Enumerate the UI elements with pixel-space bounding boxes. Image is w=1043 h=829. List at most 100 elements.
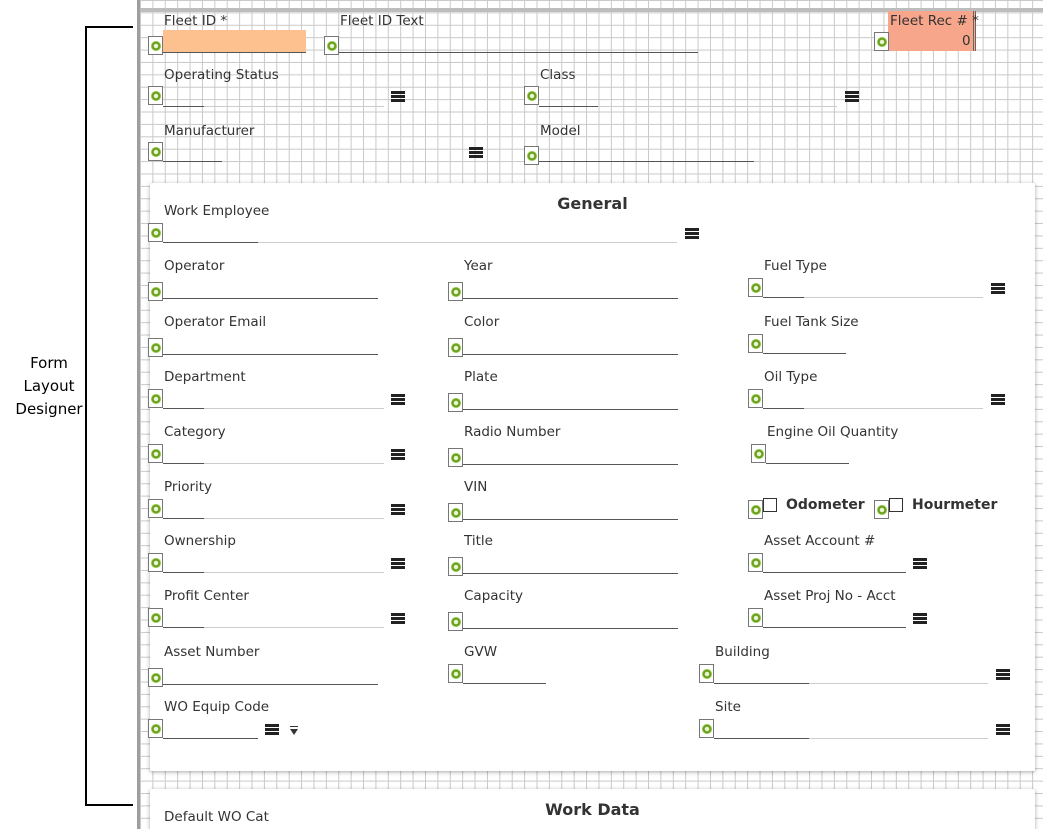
fuel-tank-size-gear-icon[interactable] [748, 334, 763, 353]
asset-number-gear-icon[interactable] [148, 668, 163, 687]
plate-input[interactable] [463, 409, 678, 410]
work-employee-input[interactable] [163, 242, 677, 243]
operating-status-input[interactable] [163, 106, 384, 107]
site-gear-icon[interactable] [699, 719, 714, 738]
asset-proj-label: Asset Proj No - Acct [764, 588, 896, 604]
department-input[interactable] [163, 408, 384, 409]
category-label: Category [164, 424, 226, 440]
plate-gear-icon[interactable] [448, 393, 463, 412]
odometer-checkbox[interactable] [763, 498, 777, 512]
title-input[interactable] [463, 573, 678, 574]
work-employee-list-icon[interactable] [685, 228, 699, 239]
operator-email-input[interactable] [163, 354, 378, 355]
fleet-id-input[interactable] [163, 52, 306, 53]
site-input[interactable] [714, 738, 988, 739]
priority-input[interactable] [163, 518, 384, 519]
oil-type-label: Oil Type [764, 369, 818, 385]
capacity-input[interactable] [463, 628, 678, 629]
priority-label: Priority [164, 479, 213, 495]
asset-account-label: Asset Account # [764, 533, 876, 549]
operator-email-gear-icon[interactable] [148, 338, 163, 357]
priority-gear-icon[interactable] [148, 499, 163, 518]
color-gear-icon[interactable] [448, 338, 463, 357]
fuel-tank-size-input[interactable] [763, 353, 846, 354]
class-gear-icon[interactable] [524, 86, 539, 105]
capacity-gear-icon[interactable] [448, 612, 463, 631]
asset-proj-list-icon[interactable] [913, 613, 927, 624]
site-list-icon[interactable] [996, 724, 1010, 735]
manufacturer-input[interactable] [163, 161, 464, 162]
model-input[interactable] [539, 161, 754, 162]
oil-type-gear-icon[interactable] [748, 389, 763, 408]
fleet-rec-gear-icon[interactable] [874, 32, 889, 51]
wo-equip-code-list-icon[interactable] [265, 724, 279, 735]
asset-account-list-icon[interactable] [913, 558, 927, 569]
radio-number-label: Radio Number [464, 424, 561, 440]
engine-oil-quantity-input[interactable] [766, 463, 849, 464]
class-input[interactable] [539, 106, 837, 107]
wo-equip-code-dropdown-icon[interactable] [290, 726, 298, 735]
oil-type-list-icon[interactable] [991, 394, 1005, 405]
hourmeter-gear-icon[interactable] [874, 500, 889, 519]
operator-input[interactable] [163, 298, 378, 299]
manufacturer-gear-icon[interactable] [148, 142, 163, 161]
building-input[interactable] [714, 683, 988, 684]
operating-status-gear-icon[interactable] [148, 86, 163, 105]
work-data-section-panel: Work Data Default WO Cat [150, 789, 1035, 829]
fleet-id-text-gear-icon[interactable] [324, 36, 339, 55]
title-gear-icon[interactable] [448, 557, 463, 576]
profit-center-gear-icon[interactable] [148, 608, 163, 627]
year-input[interactable] [463, 298, 678, 299]
profit-center-input[interactable] [163, 627, 384, 628]
manufacturer-list-icon[interactable] [469, 147, 483, 158]
operating-status-list-icon[interactable] [391, 91, 405, 102]
asset-number-input[interactable] [163, 684, 378, 685]
category-gear-icon[interactable] [148, 444, 163, 463]
radio-number-gear-icon[interactable] [448, 448, 463, 467]
radio-number-input[interactable] [463, 464, 678, 465]
engine-oil-quantity-gear-icon[interactable] [751, 444, 766, 463]
oil-type-input[interactable] [763, 408, 983, 409]
priority-list-icon[interactable] [391, 504, 405, 515]
layout-grid-canvas[interactable]: Fleet ID * Fleet ID Text Fleet Rec # * 0… [137, 0, 1043, 829]
fleet-rec-label: Fleet Rec # * [890, 13, 979, 29]
category-input[interactable] [163, 463, 384, 464]
vin-gear-icon[interactable] [448, 503, 463, 522]
department-list-icon[interactable] [391, 394, 405, 405]
asset-account-gear-icon[interactable] [748, 553, 763, 572]
asset-proj-gear-icon[interactable] [748, 608, 763, 627]
default-wo-cat-label: Default WO Cat [164, 809, 269, 825]
ownership-gear-icon[interactable] [148, 553, 163, 572]
wo-equip-code-gear-icon[interactable] [148, 719, 163, 738]
fleet-rec-required-highlight [888, 11, 976, 51]
gvw-gear-icon[interactable] [448, 664, 463, 683]
category-list-icon[interactable] [391, 449, 405, 460]
form-layout-designer-label: Form Layout Designer [15, 354, 83, 418]
hourmeter-checkbox[interactable] [889, 498, 903, 512]
building-gear-icon[interactable] [699, 664, 714, 683]
fleet-id-text-input[interactable] [339, 52, 698, 53]
fuel-type-gear-icon[interactable] [748, 278, 763, 297]
color-input[interactable] [463, 354, 678, 355]
building-list-icon[interactable] [996, 669, 1010, 680]
class-list-icon[interactable] [845, 91, 859, 102]
operator-gear-icon[interactable] [148, 282, 163, 301]
asset-account-input[interactable] [763, 572, 906, 573]
fleet-id-required-highlight [163, 30, 306, 52]
fleet-id-gear-icon[interactable] [148, 36, 163, 55]
wo-equip-code-input[interactable] [163, 738, 258, 739]
department-gear-icon[interactable] [148, 389, 163, 408]
work-employee-gear-icon[interactable] [148, 223, 163, 242]
hourmeter-label: Hourmeter [912, 497, 998, 513]
gvw-input[interactable] [463, 683, 546, 684]
odometer-gear-icon[interactable] [748, 500, 763, 519]
profit-center-list-icon[interactable] [391, 613, 405, 624]
fuel-type-input[interactable] [763, 297, 983, 298]
vin-input[interactable] [463, 519, 678, 520]
ownership-list-icon[interactable] [391, 558, 405, 569]
asset-proj-input[interactable] [763, 627, 906, 628]
year-gear-icon[interactable] [448, 282, 463, 301]
ownership-input[interactable] [163, 572, 384, 573]
model-gear-icon[interactable] [524, 146, 539, 165]
fuel-type-list-icon[interactable] [991, 283, 1005, 294]
